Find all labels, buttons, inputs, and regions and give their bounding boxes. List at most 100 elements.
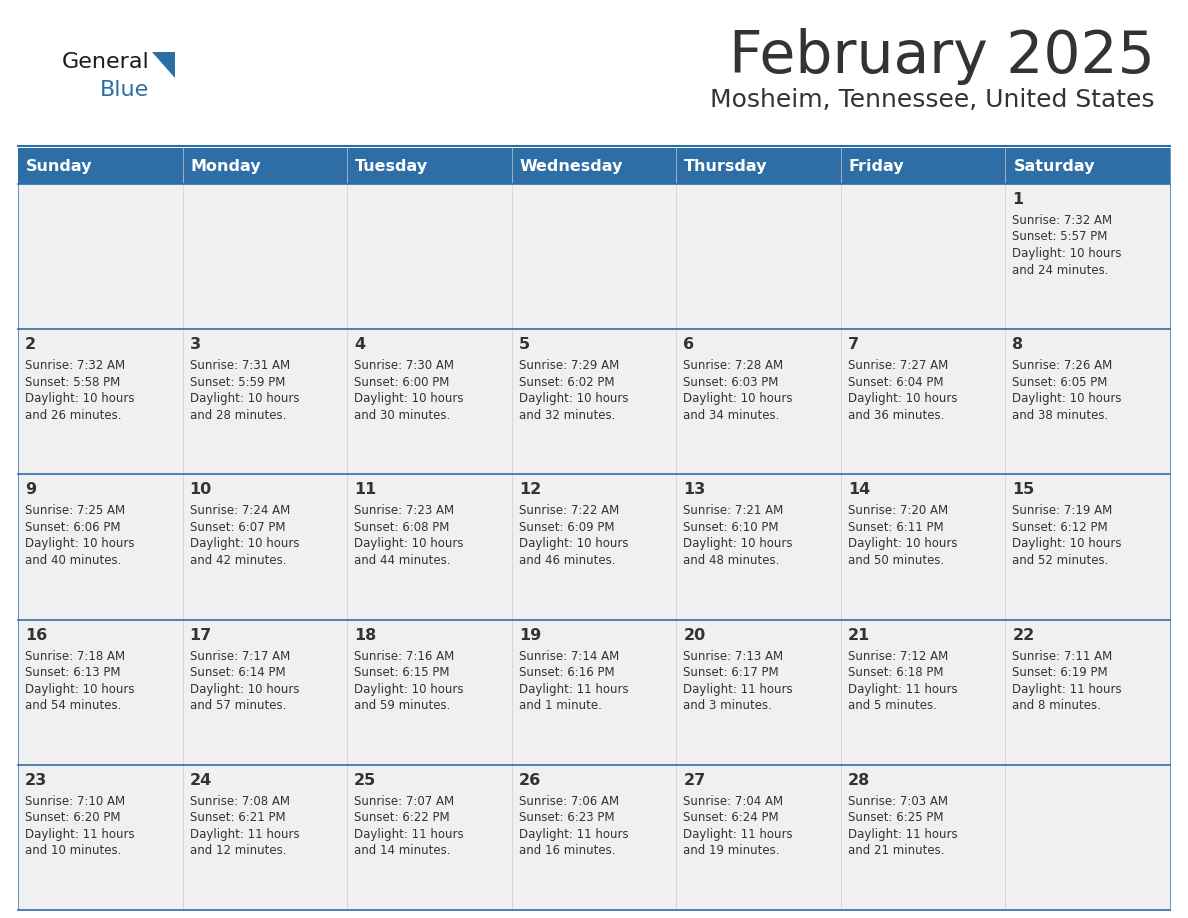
Text: Daylight: 11 hours: Daylight: 11 hours (519, 828, 628, 841)
Text: 1: 1 (1012, 192, 1024, 207)
Bar (676, 765, 841, 910)
Text: Sunset: 6:08 PM: Sunset: 6:08 PM (354, 521, 449, 534)
Text: Sunset: 6:00 PM: Sunset: 6:00 PM (354, 375, 449, 388)
Text: and 8 minutes.: and 8 minutes. (1012, 700, 1101, 712)
Text: Sunset: 6:18 PM: Sunset: 6:18 PM (848, 666, 943, 679)
Text: and 30 minutes.: and 30 minutes. (354, 409, 450, 421)
Text: Daylight: 10 hours: Daylight: 10 hours (25, 392, 134, 405)
Text: Sunrise: 7:06 AM: Sunrise: 7:06 AM (519, 795, 619, 808)
Text: 27: 27 (683, 773, 706, 788)
Text: Sunset: 6:22 PM: Sunset: 6:22 PM (354, 812, 450, 824)
Text: 6: 6 (683, 337, 695, 353)
Bar (676, 620, 841, 765)
Text: Sunday: Sunday (26, 159, 93, 174)
Text: Sunrise: 7:07 AM: Sunrise: 7:07 AM (354, 795, 454, 808)
Bar (1005, 620, 1170, 765)
Bar (183, 620, 347, 765)
Text: 5: 5 (519, 337, 530, 353)
Text: and 48 minutes.: and 48 minutes. (683, 554, 779, 567)
Text: Sunset: 6:04 PM: Sunset: 6:04 PM (848, 375, 943, 388)
Text: Sunrise: 7:27 AM: Sunrise: 7:27 AM (848, 359, 948, 372)
Bar (347, 184, 512, 330)
Text: Thursday: Thursday (684, 159, 767, 174)
Text: Daylight: 11 hours: Daylight: 11 hours (190, 828, 299, 841)
Text: Sunrise: 7:20 AM: Sunrise: 7:20 AM (848, 504, 948, 518)
Text: 24: 24 (190, 773, 211, 788)
Text: Sunset: 6:12 PM: Sunset: 6:12 PM (1012, 521, 1108, 534)
Text: 18: 18 (354, 628, 377, 643)
Text: and 26 minutes.: and 26 minutes. (25, 409, 121, 421)
Bar (183, 184, 347, 330)
Bar (18, 765, 183, 910)
Text: 15: 15 (1012, 482, 1035, 498)
Bar (347, 330, 512, 475)
Bar (676, 330, 841, 475)
Text: 8: 8 (1012, 337, 1024, 353)
Text: and 36 minutes.: and 36 minutes. (848, 409, 944, 421)
Text: Sunrise: 7:14 AM: Sunrise: 7:14 AM (519, 650, 619, 663)
Text: Sunrise: 7:30 AM: Sunrise: 7:30 AM (354, 359, 454, 372)
Text: Sunrise: 7:32 AM: Sunrise: 7:32 AM (1012, 214, 1112, 227)
Text: and 14 minutes.: and 14 minutes. (354, 845, 450, 857)
Text: 25: 25 (354, 773, 377, 788)
Text: and 38 minutes.: and 38 minutes. (1012, 409, 1108, 421)
Text: 14: 14 (848, 482, 870, 498)
Text: 2: 2 (25, 337, 36, 353)
Text: and 24 minutes.: and 24 minutes. (1012, 263, 1108, 276)
Text: Mosheim, Tennessee, United States: Mosheim, Tennessee, United States (710, 88, 1155, 112)
Text: and 21 minutes.: and 21 minutes. (848, 845, 944, 857)
Text: Sunset: 6:06 PM: Sunset: 6:06 PM (25, 521, 120, 534)
Text: Daylight: 11 hours: Daylight: 11 hours (354, 828, 463, 841)
Text: Daylight: 10 hours: Daylight: 10 hours (519, 392, 628, 405)
Text: and 57 minutes.: and 57 minutes. (190, 700, 286, 712)
Bar (841, 330, 1005, 475)
Text: Sunrise: 7:32 AM: Sunrise: 7:32 AM (25, 359, 125, 372)
Text: Sunrise: 7:03 AM: Sunrise: 7:03 AM (848, 795, 948, 808)
Text: and 12 minutes.: and 12 minutes. (190, 845, 286, 857)
Text: Daylight: 11 hours: Daylight: 11 hours (683, 683, 792, 696)
Text: Sunrise: 7:29 AM: Sunrise: 7:29 AM (519, 359, 619, 372)
Text: 28: 28 (848, 773, 870, 788)
Text: Sunrise: 7:25 AM: Sunrise: 7:25 AM (25, 504, 125, 518)
Text: Daylight: 10 hours: Daylight: 10 hours (354, 683, 463, 696)
Text: and 40 minutes.: and 40 minutes. (25, 554, 121, 567)
Text: Daylight: 10 hours: Daylight: 10 hours (25, 683, 134, 696)
Text: Sunset: 6:19 PM: Sunset: 6:19 PM (1012, 666, 1108, 679)
Text: Sunset: 5:58 PM: Sunset: 5:58 PM (25, 375, 120, 388)
Text: Wednesday: Wednesday (519, 159, 623, 174)
Text: Sunrise: 7:22 AM: Sunrise: 7:22 AM (519, 504, 619, 518)
Text: and 10 minutes.: and 10 minutes. (25, 845, 121, 857)
Text: Daylight: 11 hours: Daylight: 11 hours (848, 683, 958, 696)
Bar (183, 475, 347, 620)
Text: Daylight: 10 hours: Daylight: 10 hours (1012, 392, 1121, 405)
Text: Daylight: 10 hours: Daylight: 10 hours (848, 392, 958, 405)
Text: Sunrise: 7:19 AM: Sunrise: 7:19 AM (1012, 504, 1113, 518)
Text: 20: 20 (683, 628, 706, 643)
Text: Daylight: 11 hours: Daylight: 11 hours (1012, 683, 1121, 696)
Text: Sunrise: 7:28 AM: Sunrise: 7:28 AM (683, 359, 783, 372)
Bar (841, 184, 1005, 330)
Text: 21: 21 (848, 628, 870, 643)
Text: Sunset: 6:16 PM: Sunset: 6:16 PM (519, 666, 614, 679)
Text: Sunrise: 7:17 AM: Sunrise: 7:17 AM (190, 650, 290, 663)
Text: Daylight: 10 hours: Daylight: 10 hours (683, 537, 792, 551)
Text: 16: 16 (25, 628, 48, 643)
Bar (512, 765, 676, 910)
Text: 4: 4 (354, 337, 365, 353)
Text: 23: 23 (25, 773, 48, 788)
Text: Sunrise: 7:11 AM: Sunrise: 7:11 AM (1012, 650, 1113, 663)
Bar (18, 620, 183, 765)
Text: and 34 minutes.: and 34 minutes. (683, 409, 779, 421)
Text: Sunset: 6:10 PM: Sunset: 6:10 PM (683, 521, 779, 534)
Text: Daylight: 10 hours: Daylight: 10 hours (1012, 537, 1121, 551)
Text: Blue: Blue (100, 80, 150, 100)
Text: 19: 19 (519, 628, 541, 643)
Text: 13: 13 (683, 482, 706, 498)
Bar (512, 184, 676, 330)
Text: Daylight: 10 hours: Daylight: 10 hours (354, 392, 463, 405)
Polygon shape (152, 52, 175, 78)
Text: Sunrise: 7:24 AM: Sunrise: 7:24 AM (190, 504, 290, 518)
Text: Daylight: 11 hours: Daylight: 11 hours (683, 828, 792, 841)
Text: and 52 minutes.: and 52 minutes. (1012, 554, 1108, 567)
Text: Daylight: 11 hours: Daylight: 11 hours (519, 683, 628, 696)
